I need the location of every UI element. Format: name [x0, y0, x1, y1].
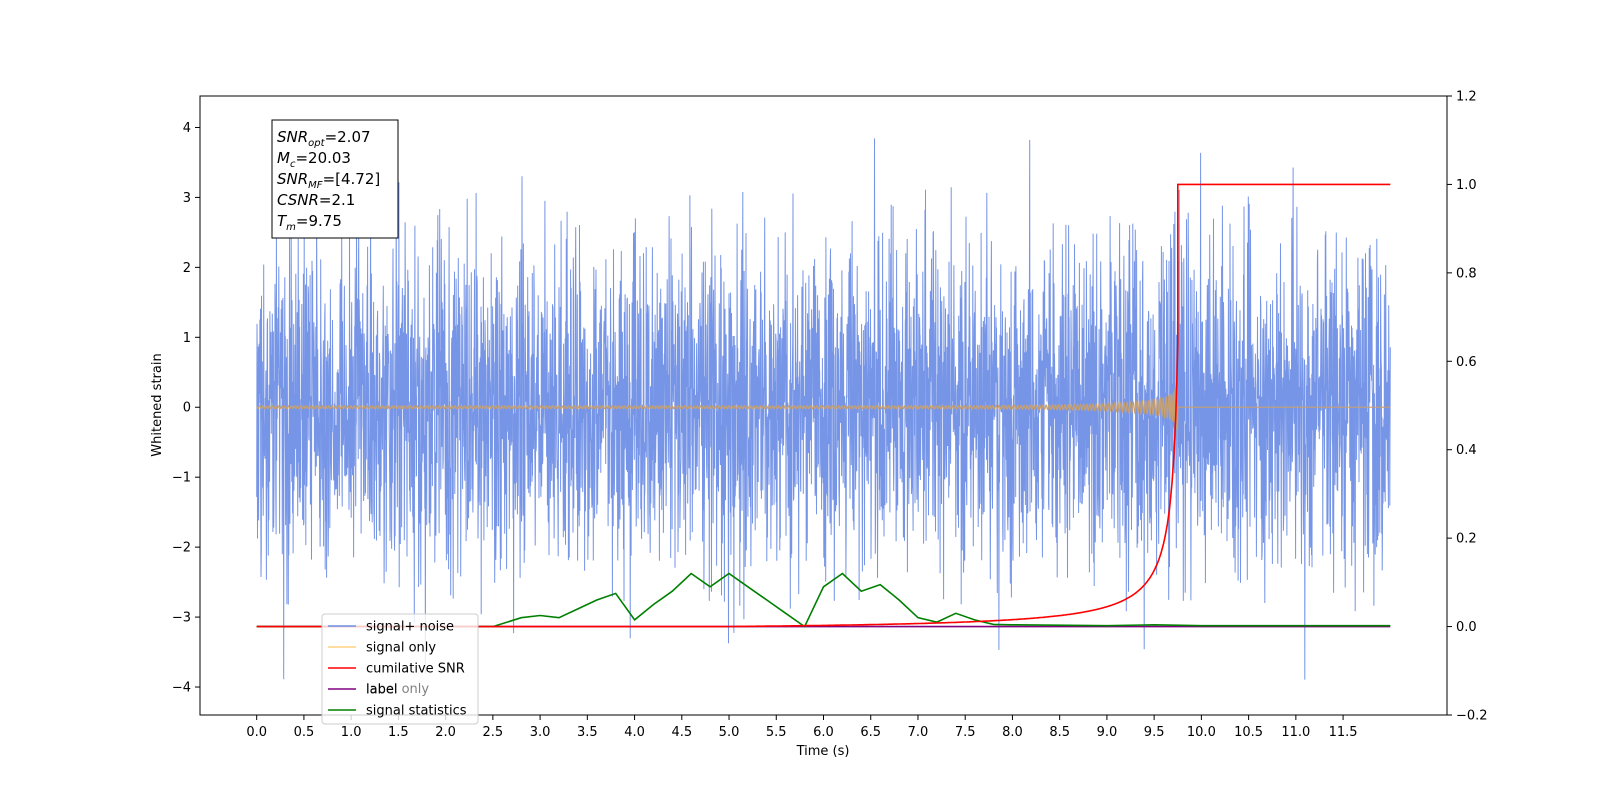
legend-label: cumilative SNR: [366, 662, 465, 677]
y-tick-label: 2: [183, 261, 191, 276]
y-tick-label: −4: [172, 681, 191, 696]
y-tick-label: −3: [172, 611, 191, 626]
info-line: SNRMF=[4.72]: [277, 170, 380, 191]
y-axis-title: Whitened strain: [150, 353, 165, 456]
x-tick-label: 6.0: [813, 725, 834, 740]
series-signal-statistics: [256, 572, 1391, 628]
x-tick-label: 1.0: [341, 725, 362, 740]
y-tick-label: 3: [183, 191, 191, 206]
x-tick-label: 1.5: [388, 725, 409, 740]
info-line: Mc=20.03: [277, 149, 351, 170]
x-tick-label: 10.0: [1187, 725, 1216, 740]
legend-label: signal+ noise: [366, 620, 454, 635]
x-tick-label: 2.5: [483, 725, 504, 740]
legend-frame: [321, 613, 479, 725]
x-tick-label: 6.5: [860, 725, 881, 740]
x-tick-label: 10.5: [1234, 725, 1263, 740]
y-axis-right: 1.2 1.0 0.8 0.6 0.4 0.2 0.0 −0.2: [1447, 90, 1488, 724]
series-cumulative-snr: [256, 183, 1391, 628]
x-axis: 0.0 0.5 1.0 1.5 2.0 2.5 3.0 3.5 4.0 4.5 5.0 5.5 6.0 6…: [246, 715, 1358, 740]
y-tick-label: 4: [183, 121, 191, 136]
info-box-frame: [271, 119, 399, 239]
legend-label: signal only: [366, 641, 436, 656]
series-signal-only: [256, 383, 1391, 436]
legend-hidden-label: label only: [366, 682, 429, 697]
info-line: Tm=9.75: [277, 212, 342, 233]
x-tick-label: 0.5: [294, 725, 315, 740]
y2-tick-label: 1.2: [1456, 90, 1477, 105]
x-tick-label: 11.0: [1281, 725, 1310, 740]
y2-tick-label: 0.0: [1456, 620, 1477, 635]
series-signal-noise: [256, 138, 1391, 680]
x-tick-label: 9.5: [1144, 725, 1165, 740]
x-tick-label: 5.5: [766, 725, 787, 740]
y2-tick-label: 0.4: [1456, 443, 1477, 458]
x-tick-label: 8.0: [1002, 725, 1023, 740]
x-tick-label: 3.5: [577, 725, 598, 740]
x-tick-label: 3.0: [530, 725, 551, 740]
x-tick-label: 5.0: [719, 725, 740, 740]
legend-label: signal statistics: [366, 704, 467, 719]
x-tick-label: 7.5: [955, 725, 976, 740]
y2-tick-label: 0.2: [1456, 532, 1477, 547]
plot-area: [256, 138, 1391, 680]
x-tick-label: 4.0: [624, 725, 645, 740]
y2-tick-label: 0.6: [1456, 355, 1477, 370]
info-line: CSNR=2.1: [277, 191, 355, 209]
x-tick-label: 2.0: [435, 725, 456, 740]
x-tick-label: 7.0: [908, 725, 929, 740]
y-tick-label: 1: [183, 331, 191, 346]
x-tick-label: 8.5: [1049, 725, 1070, 740]
y-axis-left: 4 3 2 1 0 −1 −2 −3 −4: [172, 121, 200, 696]
legend: label only signal+ noise signal only cumila…: [321, 613, 479, 725]
y-tick-label: −1: [172, 471, 191, 486]
x-axis-title: Time (s): [796, 744, 850, 759]
x-tick-label: 4.5: [671, 725, 692, 740]
y2-tick-label: −0.2: [1456, 709, 1488, 724]
x-tick-label: 0.0: [246, 725, 267, 740]
x-tick-label: 9.0: [1097, 725, 1118, 740]
y2-tick-label: 1.0: [1456, 178, 1477, 193]
y-tick-label: −2: [172, 541, 191, 556]
legend-label: label: [366, 683, 397, 698]
y2-tick-label: 0.8: [1456, 266, 1477, 281]
info-line: SNRopt=2.07: [277, 128, 371, 149]
x-tick-label: 11.5: [1329, 725, 1358, 740]
y-tick-label: 0: [183, 401, 191, 416]
